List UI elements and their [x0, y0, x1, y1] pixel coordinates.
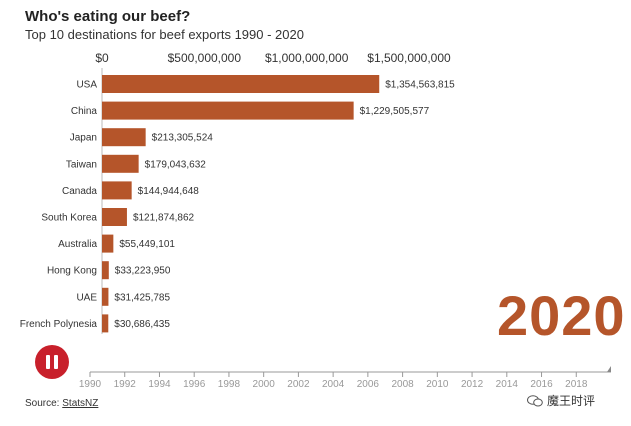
- pause-icon: [46, 355, 50, 369]
- category-label: Taiwan: [66, 159, 97, 170]
- source-note: Source: StatsNZ: [25, 398, 98, 409]
- bar-value-label: $31,425,785: [114, 292, 170, 303]
- bar: [102, 75, 380, 93]
- timeline-tick-label: 2000: [253, 379, 276, 390]
- timeline-tick-label: 2016: [530, 379, 553, 390]
- bar: [102, 101, 354, 120]
- timeline-tick-label: 2014: [496, 379, 519, 390]
- timeline-tick-label: 2018: [565, 379, 588, 390]
- value-axis-tick-label: $500,000,000: [168, 51, 242, 65]
- current-year-label: 2020: [497, 284, 626, 347]
- timeline-tick-label: 1990: [79, 379, 102, 390]
- bar: [102, 181, 132, 200]
- category-label: French Polynesia: [20, 319, 98, 330]
- category-label: UAE: [76, 292, 97, 303]
- bar-value-label: $33,223,950: [115, 266, 171, 277]
- category-label: USA: [76, 80, 97, 91]
- bar: [102, 261, 109, 280]
- watermark-text: 魔王时评: [547, 394, 596, 408]
- bar-value-label: $1,354,563,815: [385, 80, 455, 91]
- pause-icon-bar: [54, 355, 58, 369]
- value-axis-tick-label: $1,000,000,000: [265, 51, 349, 65]
- bar-value-label: $144,944,648: [138, 186, 200, 197]
- bar: [102, 234, 114, 253]
- timeline-tick-label: 1994: [148, 379, 171, 390]
- chart-title: Who's eating our beef?: [25, 8, 191, 25]
- category-label: China: [71, 106, 98, 117]
- chart-subtitle: Top 10 destinations for beef exports 199…: [25, 27, 304, 42]
- timeline-tick-label: 1992: [114, 379, 137, 390]
- timeline-tick-label: 1996: [183, 379, 206, 390]
- bar-value-label: $55,449,101: [119, 239, 175, 250]
- bar: [102, 287, 109, 306]
- category-label: Canada: [62, 186, 97, 197]
- category-label: Hong Kong: [47, 266, 97, 277]
- bar-value-label: $121,874,862: [133, 213, 195, 224]
- timeline-handle: [607, 366, 611, 372]
- category-label: South Korea: [41, 213, 97, 224]
- value-axis-tick-label: $1,500,000,000: [367, 51, 451, 65]
- bar: [102, 314, 109, 333]
- watermark: 魔王时评: [527, 392, 595, 409]
- bar: [102, 154, 139, 173]
- pause-button[interactable]: [35, 345, 69, 379]
- bar-value-label: $1,229,505,577: [360, 106, 430, 117]
- timeline-tick-label: 1998: [218, 379, 241, 390]
- timeline-tick-label: 2004: [322, 379, 345, 390]
- category-label: Australia: [58, 239, 97, 250]
- wechat-icon: [527, 394, 543, 406]
- timeline-tick-label: 2002: [287, 379, 310, 390]
- bar: [102, 128, 146, 147]
- timeline-tick-label: 2010: [426, 379, 449, 390]
- category-label: Japan: [70, 133, 97, 144]
- timeline-tick-label: 2008: [391, 379, 414, 390]
- bar-value-label: $30,686,435: [114, 319, 170, 330]
- source-label: Source:: [25, 398, 60, 409]
- bar-value-label: $213,305,524: [152, 133, 214, 144]
- source-link[interactable]: StatsNZ: [62, 398, 99, 409]
- value-axis-tick-label: $0: [95, 51, 109, 65]
- bar-value-label: $179,043,632: [145, 159, 207, 170]
- bar: [102, 208, 127, 226]
- timeline-tick-label: 2012: [461, 379, 484, 390]
- timeline-tick-label: 2006: [357, 379, 380, 390]
